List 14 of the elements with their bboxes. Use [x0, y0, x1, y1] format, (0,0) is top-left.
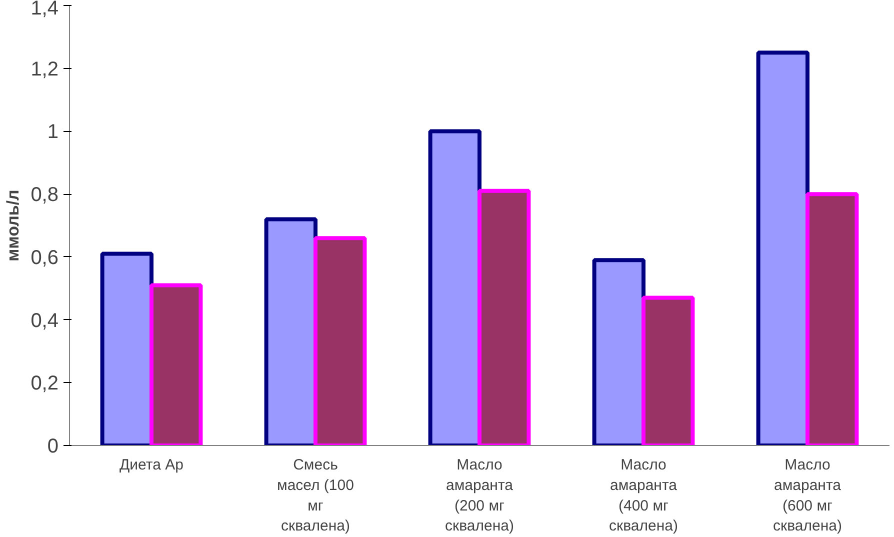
y-tick-label: 0,2 [30, 372, 59, 395]
x-tick-label: Масло амаранта (200 мг сквалена) [445, 456, 514, 535]
y-axis-title: ммоль/л [4, 190, 23, 262]
y-tick-label: 0,4 [30, 310, 59, 332]
x-tick-label: Диета Ар [120, 456, 184, 474]
x-tick-label: Смесь масел (100 мг сквалена) [277, 456, 354, 535]
y-tick-label: 1,2 [30, 58, 59, 80]
y-tick-label: 0,6 [30, 246, 59, 269]
x-tick-label: Масло амаранта (600 мг сквалена) [773, 456, 842, 535]
y-tick-label: 1 [47, 121, 58, 144]
y-tick-label: 0 [47, 436, 58, 458]
x-tick-label: Масло амаранта (400 мг сквалена) [609, 456, 678, 535]
y-tick-label: 0,8 [30, 184, 59, 206]
y-tick-label: 1,4 [30, 0, 59, 20]
